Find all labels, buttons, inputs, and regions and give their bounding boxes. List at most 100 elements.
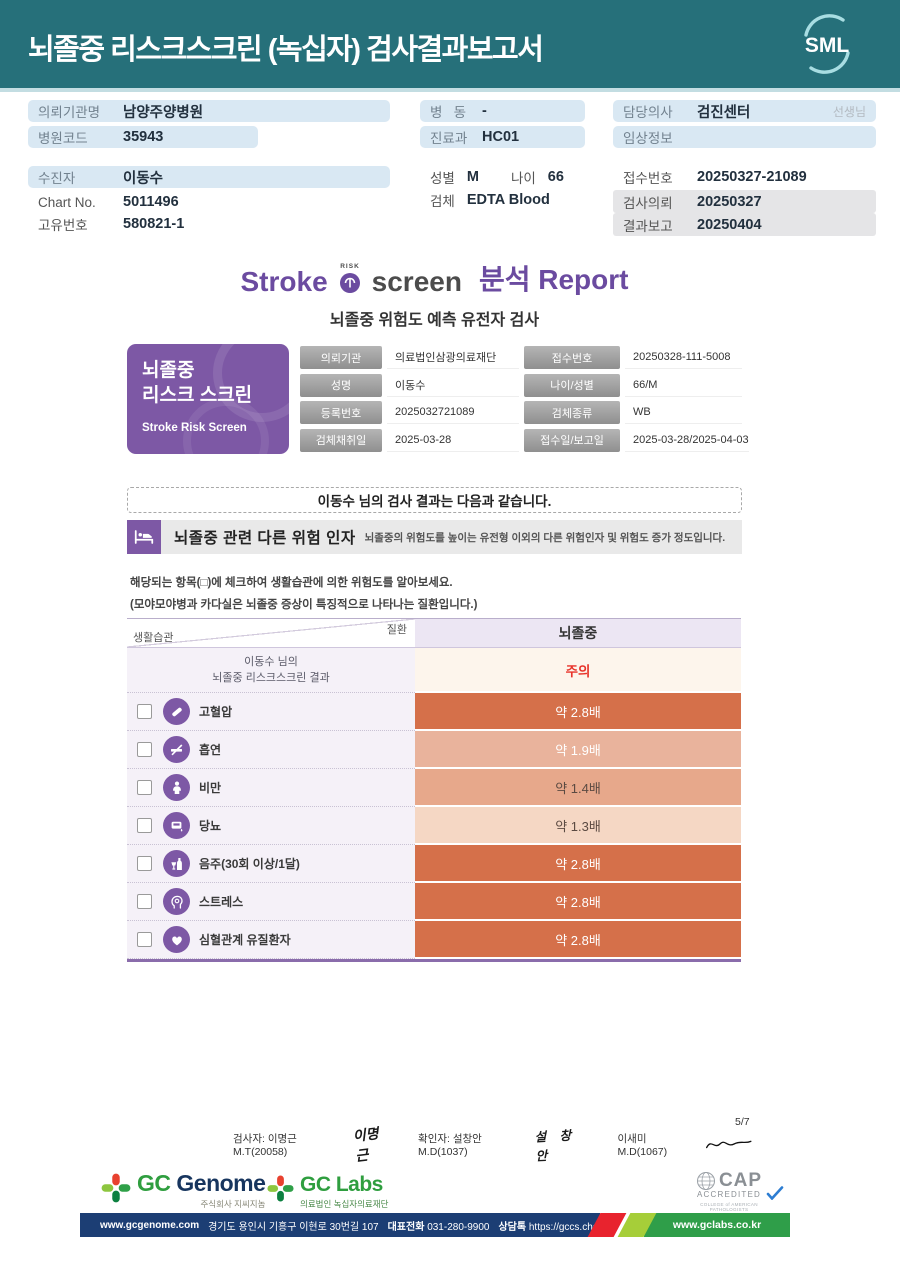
si-value: 20250328-111-5008 <box>625 346 742 369</box>
doctor-label: 이새미 M.D(1067) <box>617 1132 668 1158</box>
field-label: 결과보고 <box>623 218 673 234</box>
field-suffix: 선생님 <box>832 104 866 119</box>
gclabs-url-strip: www.gclabs.co.kr <box>644 1213 790 1237</box>
chat-label: 상담톡 <box>498 1221 527 1233</box>
si-value: 의료법인삼광의료재단 <box>387 346 519 369</box>
logo-word-screen: screen <box>371 266 462 297</box>
cap-accredited-logo: CAP ACCREDITED COLLEGE of AMERICAN PATHO… <box>686 1170 784 1212</box>
field-value: 20250327-21089 <box>697 169 807 185</box>
risk-row-alcohol: 음주(30회 이상/1달) 약 2.8배 <box>127 845 741 883</box>
corner-lifestyle-label: 생활습관 <box>133 632 174 644</box>
tel-label: 대표전화 <box>387 1221 425 1233</box>
section-title: 뇌졸중 관련 다른 위험 인자 <box>174 530 356 547</box>
field-value: - <box>482 103 487 119</box>
instruction-notes: 해당되는 항목(□)에 체크하여 생활습관에 의한 위험도를 알아보세요. (모… <box>130 572 477 617</box>
field-department: 진료과 HC01 <box>420 126 585 148</box>
heart-icon <box>163 926 190 953</box>
si-label: 접수번호 <box>524 346 620 369</box>
cap-text: CAP <box>718 1170 763 1191</box>
si-value: 66/M <box>625 374 742 397</box>
risk-label: 음주(30회 이상/1달) <box>199 857 300 871</box>
globe-icon <box>696 1172 715 1190</box>
page-title: 뇌졸중 리스크스크린 (녹십자) 검사결과보고서 <box>28 34 544 66</box>
si-label: 성명 <box>300 373 382 397</box>
cap-subtitle: COLLEGE of AMERICAN PATHOLOGISTS <box>700 1202 758 1212</box>
gc-genome-subtitle: 주식회사 지씨지놈 <box>200 1199 266 1209</box>
risk-row-obesity: 비만 약 1.4배 <box>127 769 741 807</box>
result-label-line1: 이동수 님의 <box>244 655 298 668</box>
address-text: 경기도 용인시 기흥구 이현로 30번길 107 <box>208 1221 379 1233</box>
card-subtitle: Stroke Risk Screen <box>142 422 247 435</box>
gc-labs-subtitle: 의료법인 녹십자의료재단 <box>300 1199 389 1209</box>
svg-text:SML: SML <box>805 34 850 57</box>
field-clinical-info: 임상정보 <box>613 126 876 148</box>
si-label: 나이/성별 <box>524 373 620 397</box>
risk-row-hypertension: 고혈압 약 2.8배 <box>127 693 741 731</box>
checkbox[interactable] <box>137 894 152 909</box>
blood-pressure-icon <box>163 698 190 725</box>
field-value: HC01 <box>482 129 520 145</box>
footer-contact-strip: www.gcgenome.com 경기도 용인시 기흥구 이현로 30번길 10… <box>80 1213 631 1237</box>
risk-value: 약 2.8배 <box>415 883 741 921</box>
checkbox[interactable] <box>137 932 152 947</box>
page-number: 5/7 <box>735 1116 750 1128</box>
checkbox[interactable] <box>137 818 152 833</box>
field-specimen: 검체 EDTA Blood <box>420 189 605 211</box>
field-label: 임상정보 <box>623 131 673 146</box>
risk-factor-table: 질환 생활습관 뇌졸중 이동수 님의 뇌졸중 리스크스크린 결과 주의 고혈압 <box>127 618 741 962</box>
checkbox[interactable] <box>137 780 152 795</box>
field-value: EDTA Blood <box>466 192 550 208</box>
si-label: 검체종류 <box>524 401 620 424</box>
field-value: 5011496 <box>123 194 179 210</box>
section-description: 뇌졸중의 위험도를 높이는 유전형 이외의 다른 위험인자 및 위험도 증가 정… <box>364 531 726 544</box>
field-label: 접수번호 <box>623 171 673 186</box>
checkbox[interactable] <box>137 856 152 871</box>
field-report-date: 결과보고 20250404 <box>613 213 876 236</box>
result-row-label: 이동수 님의 뇌졸중 리스크스크린 결과 <box>127 648 415 693</box>
logo-word-report: 분석 Report <box>478 264 629 295</box>
risk-row-left: 심혈관계 유질환자 <box>127 921 415 959</box>
risk-value: 약 1.9배 <box>415 731 741 769</box>
section-header: 뇌졸중 관련 다른 위험 인자 뇌졸중의 위험도를 높이는 유전형 이외의 다른… <box>127 520 742 554</box>
check-icon <box>766 1186 784 1200</box>
risk-value: 약 1.4배 <box>415 769 741 807</box>
risk-value: 약 1.3배 <box>415 807 741 845</box>
field-label: 고유번호 <box>38 218 88 233</box>
checkbox[interactable] <box>137 704 152 719</box>
gcgenome-url: www.gcgenome.com <box>100 1219 200 1231</box>
report-logo: Stroke RISK screen 분석 Report <box>127 258 742 298</box>
product-card: 뇌졸중 리스크 스크린 Stroke Risk Screen <box>127 344 289 454</box>
field-value: 66 <box>547 169 564 185</box>
result-label-line2: 뇌졸중 리스크스크린 결과 <box>212 672 330 684</box>
tester-label: 검사자: 이명근 M.T(20058) <box>233 1132 297 1158</box>
risk-label: 스트레스 <box>199 895 244 909</box>
footer-bar: www.gcgenome.com 경기도 용인시 기흥구 이현로 30번길 10… <box>80 1213 790 1237</box>
si-label: 접수일/보고일 <box>524 428 620 452</box>
signature-row: 검사자: 이명근 M.T(20058) 이명근 확인자: 설창안 M.D(103… <box>233 1124 753 1164</box>
field-test-request-date: 검사의뢰 20250327 <box>613 190 876 213</box>
gc-cross-icon <box>101 1173 131 1203</box>
sample-info-row: 의뢰기관 의료법인삼광의료재단 접수번호 20250328-111-5008 <box>300 346 742 369</box>
field-sex-age: 성별 M 나이 66 <box>420 166 605 188</box>
si-value: 이동수 <box>387 374 519 397</box>
risk-row-stress: 스트레스 약 2.8배 <box>127 883 741 921</box>
doctor-signature-scribble <box>705 1140 752 1149</box>
risk-value: 약 2.8배 <box>415 921 741 959</box>
field-patient: 수진자 이동수 <box>28 166 390 188</box>
field-label: 수진자 <box>38 171 76 186</box>
no-smoking-icon <box>163 736 190 763</box>
field-value: 20250327 <box>697 193 762 210</box>
si-label: 등록번호 <box>300 401 382 424</box>
si-label: 검체채취일 <box>300 428 382 452</box>
checkbox[interactable] <box>137 742 152 757</box>
header-bar: 뇌졸중 리스크스크린 (녹십자) 검사결과보고서 SML <box>0 0 900 88</box>
sample-info-row: 등록번호 2025032721089 검체종류 WB <box>300 401 742 424</box>
risk-row-smoking: 흡연 약 1.9배 <box>127 731 741 769</box>
risk-row-diabetes: 당뇨 약 1.3배 <box>127 807 741 845</box>
si-value: WB <box>625 401 742 424</box>
logo-word-stroke: Stroke <box>240 266 328 297</box>
chat-url: https://gccs.channel.io/ <box>528 1221 631 1233</box>
result-notice: 이동수 님의 검사 결과는 다음과 같습니다. <box>127 487 742 513</box>
note-line: (모야모야병과 카다실은 뇌졸중 증상이 특징적으로 나타나는 질환입니다.) <box>130 599 478 612</box>
